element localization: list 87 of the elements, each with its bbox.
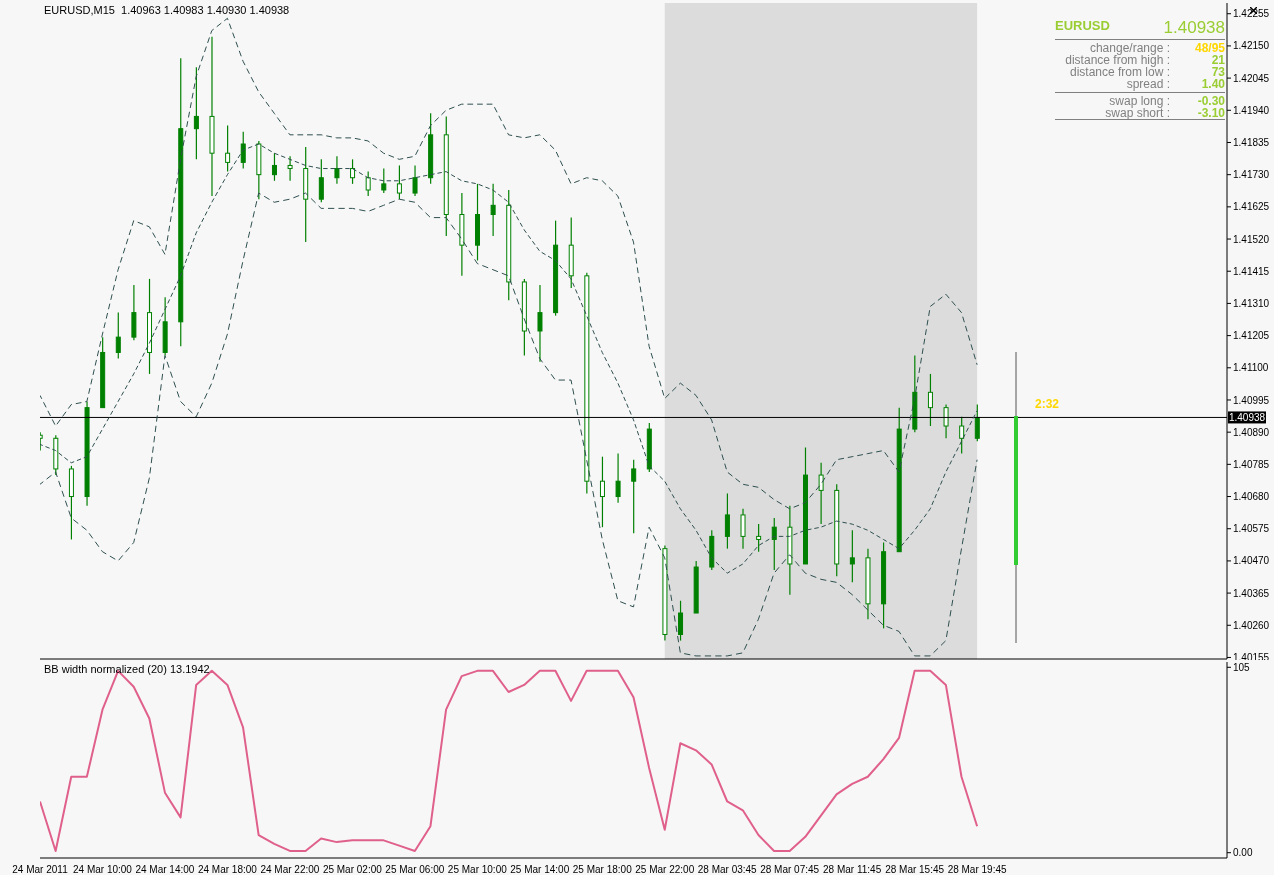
candlestick [381,167,387,194]
annotation: -0.30 [1196,94,1225,108]
candlestick [724,492,730,550]
candlestick [537,284,543,363]
x-tick-label: 25 Mar 02:00 [322,864,383,875]
candlestick [490,183,496,237]
candlestick [678,600,684,642]
y-tick-label: 1.41205 [1233,330,1270,342]
y-tick-label: 1.40995 [1233,394,1270,406]
annotation: 48/95 [1193,41,1225,55]
chart-title: BB width normalized (20) 13.1942 [44,663,210,675]
x-tick-label: 25 Mar 14:00 [510,864,570,875]
x-tick-label: 28 Mar 03:45 [697,864,758,875]
y-tick-label: 1.41940 [1233,104,1270,116]
candlestick [225,125,231,173]
candlestick [849,529,855,583]
chart-title: EURUSD,M15 1.40963 1.40983 1.40930 1.40938 [44,4,290,16]
annotation: distance from high : [1065,53,1170,67]
candlestick [818,462,824,525]
x-tick-label: 28 Mar 07:45 [760,864,820,875]
y-tick-label: 1.40365 [1233,587,1270,599]
line-series [40,143,978,574]
candlestick [740,508,746,550]
y-tick-label: 105 [1233,661,1251,673]
candlestick [959,416,965,455]
x-tick-label: 24 Mar 10:00 [73,864,133,875]
annotation: distance from low : [1069,65,1170,79]
x-tick-label: 25 Mar 06:00 [385,864,445,875]
y-tick-label: 1.41100 [1233,362,1269,374]
candlestick [631,459,637,534]
candlestick [943,403,949,439]
candlestick [334,155,340,185]
candlestick [615,453,621,504]
y-tick-label: 1.40575 [1233,523,1270,535]
y-tick-label: 1.41520 [1233,233,1270,245]
x-tick-label: 25 Mar 10:00 [447,864,508,875]
candlestick [771,517,777,571]
candlestick [318,158,324,203]
x-tick-label: 25 Mar 22:00 [635,864,695,875]
ref-line-label: 1.40938 [1228,411,1266,423]
y-tick-label: 1.42255 [1233,8,1270,20]
annotation: 1.40938 [1163,18,1225,38]
annotation: 73 [1210,65,1225,79]
x-tick-label: 24 Mar 2011 [12,864,69,875]
x-tick-label: 25 Mar 18:00 [572,864,633,875]
x-tick-label: 28 Mar 19:45 [947,864,1007,875]
annotation: 2:32 [1035,397,1060,411]
candlestick [193,66,199,160]
candlestick [396,164,402,200]
annotation: 1.40 [1200,77,1225,91]
candlestick [240,131,246,170]
candlestick [974,403,980,442]
annotation: spread : [1126,77,1170,91]
x-tick-label: 24 Mar 18:00 [197,864,258,875]
candlestick [365,171,371,197]
candlestick [927,373,933,427]
line-series [40,192,978,657]
annotation: change/range : [1089,41,1170,55]
x-tick-label: 24 Mar 14:00 [135,864,195,875]
candlestick [350,158,356,185]
x-tick-label: 28 Mar 15:45 [885,864,945,875]
candlestick [599,456,605,528]
y-tick-label: 0.00 [1233,847,1253,859]
y-tick-label: 1.41625 [1233,201,1270,213]
candlestick [271,152,277,182]
y-tick-label: 1.41835 [1233,137,1270,149]
y-tick-label: 1.40785 [1233,458,1270,470]
candlestick [412,164,418,197]
x-tick-label: 28 Mar 11:45 [823,864,882,875]
candlestick [756,523,762,553]
annotation: swap long : [1109,94,1170,108]
y-tick-label: 1.40260 [1233,619,1270,631]
annotation: 21 [1210,53,1225,67]
y-tick-label: 1.40890 [1233,426,1270,438]
annotation: -3.10 [1196,106,1225,120]
candlestick [287,155,293,182]
line-series [40,17,978,510]
candlestick [115,312,121,360]
y-tick-label: 1.41730 [1233,169,1270,181]
y-tick-label: 1.42045 [1233,72,1270,84]
x-tick-label: 24 Mar 22:00 [260,864,320,875]
annotation: EURUSD [1055,18,1110,35]
y-tick-label: 1.41310 [1233,297,1270,309]
y-tick-label: 1.40470 [1233,555,1270,567]
y-tick-label: 1.41415 [1233,265,1270,277]
y-tick-label: 1.40680 [1233,491,1270,503]
y-tick-label: 1.42150 [1233,40,1270,52]
